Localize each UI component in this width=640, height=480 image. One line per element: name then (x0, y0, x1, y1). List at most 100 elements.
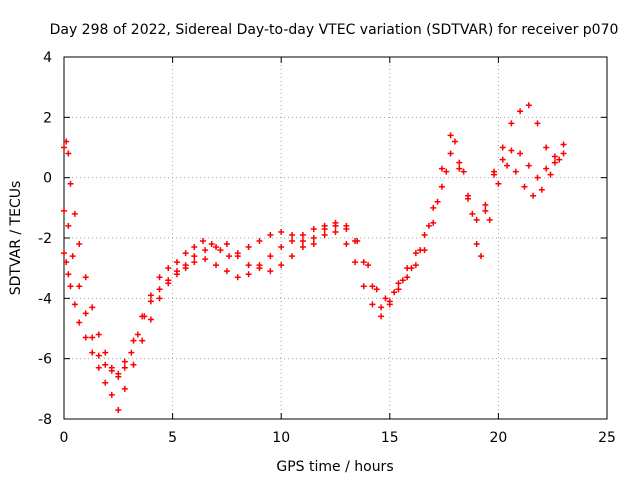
data-point (538, 186, 545, 193)
data-point (543, 165, 550, 172)
data-point (191, 244, 198, 251)
data-point (234, 250, 241, 257)
series-trace-2 (61, 102, 567, 380)
data-point (399, 277, 406, 284)
y-tick-label: -8 (38, 412, 52, 428)
data-point (82, 334, 89, 341)
data-point (65, 271, 72, 278)
data-point (421, 231, 428, 238)
data-point (386, 298, 393, 305)
data-point (310, 241, 317, 248)
data-point (408, 265, 415, 272)
data-point (256, 238, 263, 245)
data-point (378, 304, 385, 311)
data-point (332, 228, 339, 235)
data-point (289, 238, 296, 245)
data-point (95, 331, 102, 338)
data-point (61, 250, 67, 257)
data-point (76, 241, 83, 248)
data-point (182, 250, 189, 257)
data-point (534, 174, 541, 181)
data-point (517, 108, 524, 115)
data-point (69, 253, 76, 260)
data-point (521, 183, 528, 190)
data-point (343, 241, 350, 248)
data-point (278, 228, 285, 235)
data-point (121, 358, 128, 365)
data-point (102, 361, 109, 368)
data-point (443, 168, 450, 175)
data-point (223, 241, 230, 248)
data-point (173, 271, 180, 278)
data-point (547, 171, 554, 178)
data-point (354, 238, 361, 245)
data-point (95, 352, 102, 359)
x-tick-label: 20 (489, 430, 507, 446)
y-tick-label: 4 (43, 50, 52, 66)
data-point (71, 301, 78, 308)
x-axis-label: GPS time / hours (276, 459, 393, 475)
data-point (417, 247, 424, 254)
data-point (289, 253, 296, 260)
data-point (95, 364, 102, 371)
x-tick-label: 5 (168, 430, 177, 446)
data-point (182, 265, 189, 272)
data-point (438, 165, 445, 172)
data-point (310, 225, 317, 232)
y-tick-label: -2 (38, 231, 52, 247)
data-point (128, 349, 135, 356)
data-point (412, 262, 419, 269)
data-point (278, 262, 285, 269)
data-point (245, 244, 252, 251)
y-tick-label: -4 (38, 291, 52, 307)
data-point (310, 235, 317, 241)
data-point (373, 286, 380, 293)
data-points (61, 102, 567, 413)
data-point (217, 247, 224, 254)
data-point (202, 247, 209, 254)
data-point (63, 259, 70, 266)
data-point (89, 304, 96, 311)
data-point (499, 156, 506, 163)
grid-lines (64, 57, 607, 419)
data-point (430, 204, 437, 211)
data-point (560, 141, 567, 148)
data-point (438, 183, 445, 190)
data-point (299, 238, 306, 245)
data-point (121, 364, 128, 371)
data-point (447, 132, 454, 139)
data-point (278, 244, 285, 251)
data-point (289, 231, 296, 238)
data-point (213, 244, 220, 251)
data-point (108, 391, 115, 398)
data-point (108, 367, 115, 374)
data-point (395, 280, 402, 287)
x-tick-label: 15 (381, 430, 399, 446)
data-point (464, 195, 471, 202)
data-point (82, 274, 89, 281)
plot-frame (63, 56, 608, 420)
data-point (76, 283, 83, 290)
data-point (451, 138, 458, 145)
data-point (173, 259, 180, 266)
data-point (486, 216, 493, 223)
data-point (332, 219, 339, 226)
data-point (156, 286, 163, 293)
data-point (425, 222, 432, 229)
data-point (213, 262, 220, 269)
data-point (499, 144, 506, 151)
data-point (147, 292, 154, 299)
data-point (504, 162, 511, 169)
data-point (89, 334, 96, 341)
data-point (525, 162, 532, 169)
data-point (369, 301, 376, 308)
data-point (191, 259, 198, 266)
x-tick-label: 0 (60, 430, 69, 446)
data-point (482, 207, 489, 214)
data-point (473, 216, 480, 223)
series-trace-1 (61, 141, 567, 413)
data-point (63, 138, 70, 145)
data-point (456, 159, 463, 166)
data-point (139, 337, 146, 344)
data-point (267, 253, 274, 260)
